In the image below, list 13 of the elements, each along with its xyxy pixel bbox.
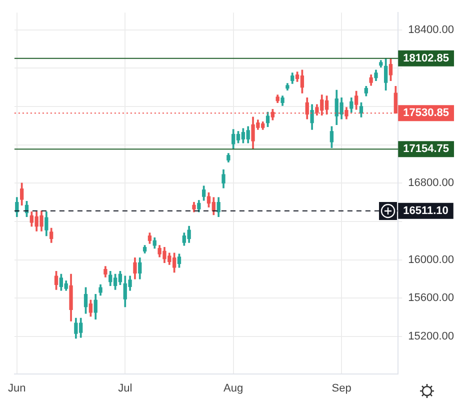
ref-line-label: 17530.85 <box>403 107 450 120</box>
ref-line-label: 17154.75 <box>403 143 450 156</box>
ref-line-label: 16511.10 <box>403 204 448 217</box>
y-tick-label: 18400.00 <box>408 24 454 36</box>
x-tick-label: Sep <box>332 382 352 394</box>
x-tick-label: Jul <box>118 382 132 394</box>
x-tick-label: Aug <box>224 382 244 394</box>
y-tick-label: 15200.00 <box>408 330 454 342</box>
y-tick-label: 16800.00 <box>408 177 454 190</box>
y-tick-label: 15600.00 <box>408 292 454 304</box>
y-tick-label: 16000.00 <box>408 254 454 266</box>
x-tick-label: Jun <box>8 382 26 394</box>
ref-line-label: 18102.85 <box>403 52 450 64</box>
